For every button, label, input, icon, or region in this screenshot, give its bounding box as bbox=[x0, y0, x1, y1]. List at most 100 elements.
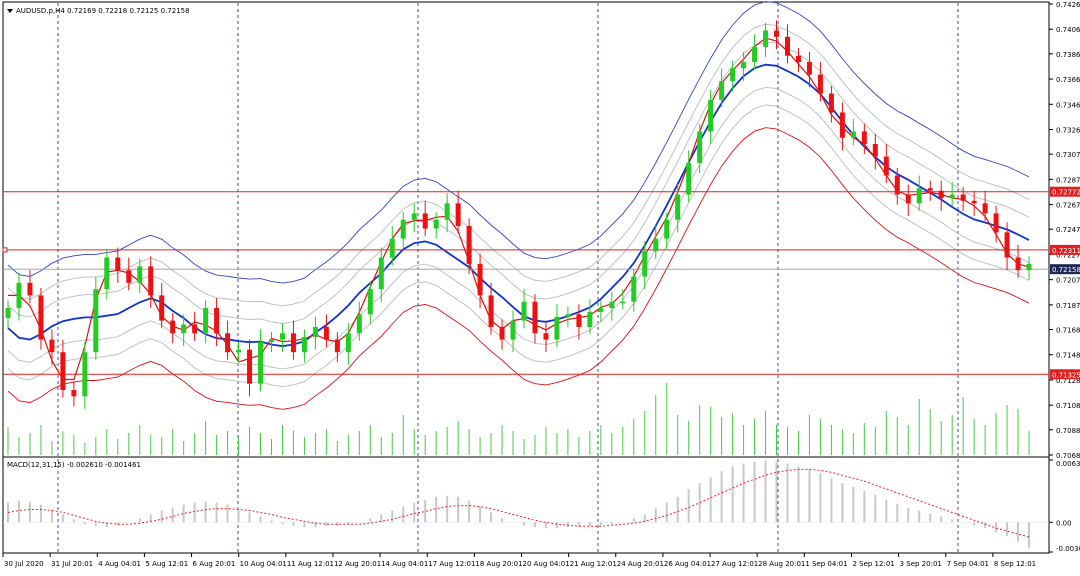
candle-body bbox=[521, 301, 527, 321]
horizontal-levels[interactable] bbox=[2, 191, 1049, 375]
candle-body bbox=[422, 213, 428, 229]
candle-body bbox=[279, 333, 285, 340]
time-tick-label: 18 Aug 20:01 bbox=[475, 560, 522, 568]
candle-body bbox=[784, 36, 790, 56]
candle-body bbox=[356, 314, 362, 334]
candle-body bbox=[5, 308, 11, 319]
candle-body bbox=[719, 80, 725, 100]
candle-body bbox=[60, 352, 66, 391]
candle-body bbox=[598, 308, 604, 312]
candle-body bbox=[916, 188, 922, 204]
candle-body bbox=[16, 282, 22, 309]
candle-body bbox=[466, 226, 472, 264]
candle-body bbox=[290, 333, 296, 353]
price-tag-label: 0.72772 bbox=[1052, 189, 1080, 197]
candle-body bbox=[839, 112, 845, 138]
candle-body bbox=[828, 93, 834, 113]
candle-body bbox=[301, 337, 307, 353]
envelope-bands bbox=[7, 1, 1030, 410]
time-tick-label: 27 Aug 12:01 bbox=[711, 560, 758, 568]
lower-inner-band bbox=[7, 104, 1030, 388]
time-tick-label: 10 Aug 04:01 bbox=[240, 560, 287, 568]
candle-body bbox=[411, 213, 417, 220]
candle-body bbox=[192, 324, 198, 334]
candle-body bbox=[71, 390, 77, 397]
collapse-triangle-icon[interactable] bbox=[7, 9, 13, 13]
price-tag bbox=[1050, 264, 1080, 275]
candle-body bbox=[532, 301, 538, 334]
candle-body bbox=[258, 342, 264, 384]
candle-body bbox=[488, 295, 494, 327]
candle-body bbox=[730, 68, 736, 81]
time-tick-label: 28 Aug 20:01 bbox=[758, 560, 805, 568]
candle-body bbox=[444, 203, 450, 220]
candle-body bbox=[115, 257, 121, 271]
time-axis[interactable]: 30 Jul 2020 31 Jul 20:01 4 Aug 04:01 5 Aug … bbox=[2, 553, 1036, 568]
time-tick-label: 30 Jul 2020 bbox=[4, 560, 44, 568]
candle-body bbox=[927, 188, 933, 191]
time-tick-label: 6 Aug 20:01 bbox=[193, 560, 236, 568]
candle-body bbox=[126, 270, 132, 283]
candle-body bbox=[389, 238, 395, 258]
price-tick-label: 0.72075 bbox=[1056, 277, 1080, 285]
candle-body bbox=[433, 219, 439, 229]
time-tick-label: 8 Sep 12:01 bbox=[994, 560, 1036, 568]
lower-mid-band bbox=[7, 86, 1030, 370]
price-tick-label: 0.70885 bbox=[1056, 427, 1080, 435]
candle-body bbox=[510, 320, 516, 340]
upper-inner-band bbox=[7, 23, 1030, 307]
macd-tick-label: 0.00 bbox=[1056, 519, 1072, 527]
time-tick-label: 3 Sep 20:01 bbox=[900, 560, 942, 568]
candle-body bbox=[686, 162, 692, 195]
candle-body bbox=[268, 339, 274, 343]
candle-body bbox=[653, 238, 659, 252]
price-tag-label: 0.72311 bbox=[1052, 247, 1080, 255]
price-tick-label: 0.70685 bbox=[1056, 452, 1080, 460]
candle-body bbox=[499, 326, 505, 340]
candle-body bbox=[565, 314, 571, 317]
candle-body bbox=[159, 295, 165, 321]
time-tick-label: 17 Aug 12:01 bbox=[428, 560, 475, 568]
candle-body bbox=[741, 62, 747, 69]
candle-body bbox=[236, 349, 242, 353]
candlesticks bbox=[5, 20, 1032, 409]
candle-body bbox=[400, 219, 406, 239]
candle-body bbox=[93, 289, 99, 353]
candle-body bbox=[543, 333, 549, 340]
candle-body bbox=[345, 333, 351, 353]
candle-body bbox=[806, 62, 812, 75]
price-tag bbox=[1050, 369, 1080, 380]
price-tag-label: 0.72158 bbox=[1052, 266, 1080, 274]
macd-tick-label: -0.003036 bbox=[1056, 545, 1080, 553]
candle-body bbox=[708, 99, 714, 132]
candle-body bbox=[323, 326, 329, 340]
price-tick-label: 0.73665 bbox=[1056, 76, 1080, 84]
candle-body bbox=[203, 308, 209, 334]
price-tick-label: 0.72475 bbox=[1056, 226, 1080, 234]
macd-axis: 0.006359 0.00 -0.003036 bbox=[1049, 459, 1080, 553]
time-tick-label: 21 Aug 12:01 bbox=[570, 560, 617, 568]
candle-body bbox=[664, 219, 670, 239]
level-handle bbox=[2, 247, 8, 253]
candle-body bbox=[850, 131, 856, 138]
candle-body bbox=[1004, 232, 1010, 258]
candle-body bbox=[576, 314, 582, 327]
candle-body bbox=[214, 308, 220, 334]
candle-body bbox=[554, 316, 560, 340]
candle-body bbox=[181, 324, 187, 334]
price-tick-label: 0.71875 bbox=[1056, 302, 1080, 310]
candle-body bbox=[49, 339, 55, 353]
candle-body bbox=[795, 55, 801, 63]
candle-body bbox=[763, 30, 769, 47]
vertical-grid bbox=[57, 3, 959, 552]
candle-body bbox=[312, 326, 318, 338]
candle-body bbox=[817, 74, 823, 94]
price-tick-label: 0.73865 bbox=[1056, 51, 1080, 59]
